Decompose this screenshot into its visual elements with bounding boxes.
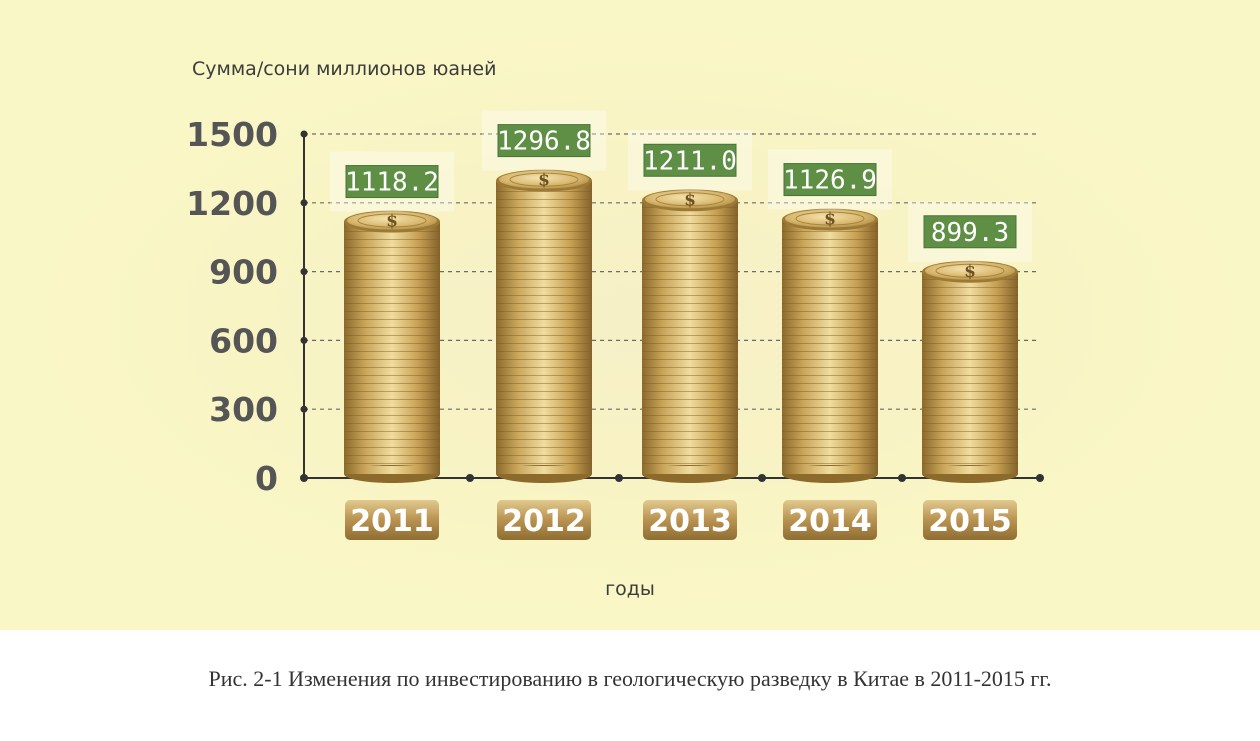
bar-chart: 0 300 600 900 1200 1500 $ $ $ $ $ 1118.2 1296.8 121… (186, 110, 1044, 540)
year-label: 2015 (923, 500, 1017, 540)
value-label-box (643, 143, 737, 177)
coin-stack-ridges (344, 221, 440, 474)
coin-stack-bar: $ (922, 260, 1018, 483)
coin-stack-ridges (642, 200, 738, 474)
y-tick-label: 900 (209, 253, 278, 292)
value-label-text: 1211.0 (643, 146, 737, 176)
dollar-icon: $ (684, 190, 696, 210)
value-label-text: 1118.2 (345, 168, 439, 198)
value-label-text: 1296.8 (497, 127, 591, 157)
coin-stack-ridges (782, 219, 878, 474)
value-label-box (783, 163, 877, 197)
year-label: 2013 (643, 500, 737, 540)
value-label: 1118.2 (330, 151, 454, 212)
axis-origin-dot (300, 474, 308, 482)
value-label-box (345, 165, 439, 199)
coin-stack-ridges (496, 180, 592, 475)
coin-top-ring (655, 192, 725, 207)
coin-top-ring (795, 211, 865, 226)
coin-top-ring (357, 213, 427, 228)
coin-stack-base (922, 466, 1018, 474)
year-label-box (643, 500, 737, 540)
y-tick-label: 1200 (186, 184, 278, 223)
coin-stack-bar: $ (642, 189, 738, 483)
year-label: 2012 (497, 500, 591, 540)
coin-stack-base (344, 466, 440, 474)
value-label-text: 899.3 (931, 218, 1009, 248)
coin-stack-bar: $ (496, 169, 592, 483)
chart-panel: Сумма/сони миллионов юаней (0, 0, 1260, 630)
coin-stack-base (782, 466, 878, 474)
value-label-box (497, 124, 591, 158)
year-label: 2011 (345, 500, 439, 540)
x-axis-label: годы (605, 578, 655, 600)
coin-stack-bar: $ (344, 210, 440, 483)
dollar-icon: $ (386, 212, 398, 232)
value-label-text: 1126.9 (783, 166, 877, 196)
x-axis-dot (615, 474, 623, 482)
coin-stack-ridges (922, 271, 1018, 474)
value-label-box (923, 215, 1017, 249)
coin-stack-base (642, 466, 738, 474)
value-label: 1126.9 (768, 149, 892, 210)
x-axis-dot (758, 474, 766, 482)
dollar-icon: $ (964, 262, 976, 282)
coin-top-ring (509, 172, 579, 187)
coin-stack-bar: $ (782, 208, 878, 483)
coin-stack-base (496, 466, 592, 474)
year-label-text: 2013 (648, 504, 732, 539)
year-label-box (783, 500, 877, 540)
axis-end-dot (1036, 474, 1044, 482)
y-axis-label: Сумма/сони миллионов юаней (192, 58, 497, 80)
dollar-icon: $ (538, 171, 550, 191)
year-label-text: 2011 (350, 504, 434, 539)
value-label: 1296.8 (482, 110, 606, 171)
year-label-text: 2014 (788, 504, 872, 539)
year-label-box (345, 500, 439, 540)
y-tick-label: 300 (209, 390, 278, 429)
x-axis-dot (466, 474, 474, 482)
year-label-box (497, 500, 591, 540)
year-label-box (923, 500, 1017, 540)
year-label: 2014 (783, 500, 877, 540)
year-label-text: 2015 (928, 504, 1012, 539)
y-tick-label: 1500 (186, 115, 278, 154)
value-label: 899.3 (908, 201, 1032, 262)
y-tick-label: 600 (209, 321, 278, 360)
figure-caption: Рис. 2-1 Изменения по инвестированию в г… (208, 666, 1052, 691)
value-label: 1211.0 (628, 130, 752, 191)
dollar-icon: $ (824, 210, 836, 230)
year-label-text: 2012 (502, 504, 586, 539)
coin-top-ring (935, 263, 1005, 278)
y-tick-label: 0 (255, 459, 278, 498)
x-axis-dot (898, 474, 906, 482)
